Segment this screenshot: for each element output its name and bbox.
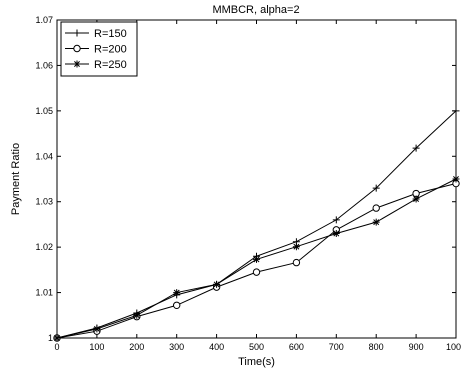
- legend-label: R=250: [94, 59, 127, 71]
- y-tick-label: 1: [48, 333, 53, 343]
- legend-label: R=150: [94, 28, 127, 40]
- x-tick-label: 400: [209, 342, 224, 352]
- plus-marker: [372, 184, 380, 192]
- x-tick-label: 100: [89, 342, 104, 352]
- y-tick-label: 1.05: [35, 106, 53, 116]
- legend-item: R=150: [65, 28, 127, 40]
- circle-marker: [292, 258, 301, 267]
- star-marker: [372, 218, 380, 226]
- star-marker: [412, 195, 420, 203]
- legend-label: R=200: [94, 44, 127, 56]
- star-marker: [253, 255, 260, 263]
- star-marker: [73, 60, 81, 68]
- y-tick-label: 1.04: [35, 151, 53, 161]
- x-tick-label: 600: [289, 342, 304, 352]
- y-tick-label: 1.07: [35, 15, 53, 25]
- series-r-150: [53, 107, 460, 342]
- x-tick-label: 900: [409, 342, 424, 352]
- legend-item: R=250: [65, 59, 127, 71]
- plus-marker: [452, 107, 460, 115]
- star-marker: [332, 230, 340, 238]
- legend: R=150 R=200 R=250: [60, 21, 138, 77]
- x-tick-label: 200: [129, 342, 144, 352]
- circle-marker: [252, 268, 261, 276]
- x-tick-label: 700: [329, 342, 344, 352]
- y-tick-label: 1.01: [35, 288, 53, 298]
- y-tick-label: 1.02: [35, 242, 53, 252]
- x-tick-label: 300: [169, 342, 184, 352]
- star-marker: [93, 325, 101, 333]
- x-tick-label: 0: [54, 342, 59, 352]
- plus-marker: [332, 216, 340, 224]
- series-line: [56, 110, 457, 339]
- x-axis-title: Time(s): [238, 356, 275, 368]
- star-marker: [213, 280, 221, 288]
- star-marker: [292, 243, 300, 251]
- plus-marker: [412, 144, 420, 152]
- star-marker: [452, 175, 460, 183]
- legend-item: R=200: [65, 44, 127, 56]
- star-marker: [53, 334, 61, 342]
- series-r-250: [53, 175, 460, 342]
- chart-title: MMBCR, alpha=2: [212, 4, 299, 16]
- x-tick-label: 1000: [446, 342, 461, 352]
- y-tick-label: 1.03: [35, 197, 53, 207]
- x-tick-label: 800: [369, 342, 384, 352]
- y-tick-label: 1.06: [35, 60, 53, 70]
- circle-marker: [73, 44, 81, 53]
- circle-marker: [372, 204, 380, 212]
- star-marker: [133, 311, 141, 319]
- star-marker: [173, 289, 181, 297]
- circle-marker: [173, 301, 181, 309]
- y-axis-title: Payment Ratio: [10, 143, 22, 215]
- x-tick-label: 500: [249, 342, 264, 352]
- plus-marker: [73, 29, 81, 37]
